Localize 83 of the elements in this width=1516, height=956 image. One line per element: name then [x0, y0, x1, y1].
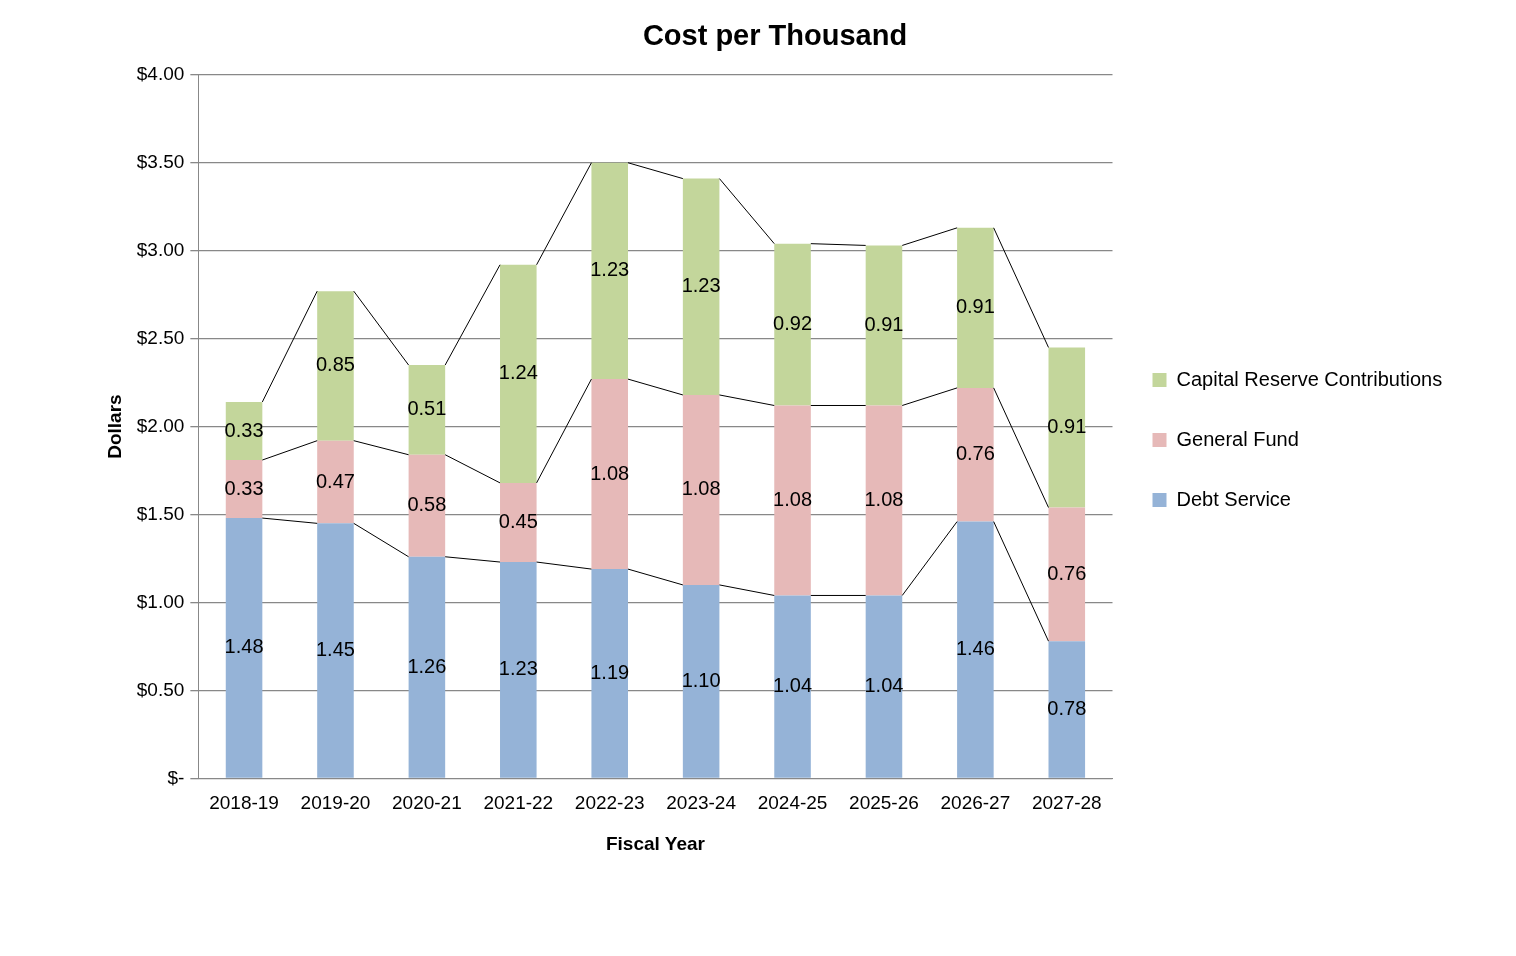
- data-label: 0.47: [316, 469, 355, 492]
- data-label: 1.08: [590, 461, 630, 484]
- data-label: 0.91: [1047, 415, 1087, 437]
- bar: [774, 595, 811, 778]
- x-axis-title: Fiscal Year: [605, 832, 706, 854]
- data-label: 1.23: [590, 258, 630, 281]
- data-label: 0.33: [224, 418, 264, 441]
- x-tick-label: 2019-20: [300, 792, 371, 814]
- bar: [682, 394, 720, 585]
- data-label: 1.23: [498, 657, 538, 680]
- data-label: 0.91: [864, 312, 904, 335]
- bar: [865, 405, 903, 596]
- legend-label: General Fund: [1176, 427, 1299, 450]
- bar: [682, 178, 720, 395]
- x-tick-label: 2022-23: [574, 792, 645, 814]
- x-tick-label: 2027-28: [1031, 792, 1102, 814]
- data-label: 1.10: [681, 668, 721, 691]
- y-tick-label: $2.00: [136, 414, 185, 436]
- bar: [591, 162, 628, 380]
- bar: [591, 569, 628, 778]
- bar: [1048, 641, 1086, 778]
- data-label: 1.04: [864, 674, 904, 697]
- bar: [682, 584, 720, 778]
- bar: [957, 521, 994, 778]
- legend-label: Capital Reserve Contributions: [1176, 367, 1443, 390]
- x-tick-label: 2025-26: [849, 792, 919, 814]
- y-tick-label: $0.50: [136, 678, 185, 700]
- bar: [591, 379, 628, 570]
- bar: [408, 556, 446, 778]
- y-tick-label: $3.00: [136, 238, 185, 260]
- data-label: 0.45: [498, 509, 538, 532]
- data-label: 1.19: [590, 660, 630, 683]
- bar: [774, 405, 811, 596]
- bar: [317, 523, 354, 778]
- bar: [1048, 507, 1086, 642]
- data-label: 0.33: [224, 476, 264, 499]
- bar: [408, 454, 446, 557]
- bar: [225, 518, 263, 778]
- data-label: 0.91: [955, 295, 995, 318]
- data-label: 1.46: [955, 637, 995, 660]
- y-axis-title: Dollars: [103, 394, 125, 459]
- y-tick-label: $1.50: [136, 502, 185, 524]
- legend-label: Debt Service: [1176, 487, 1291, 510]
- y-tick-label: $4.00: [136, 63, 185, 85]
- data-label: 1.23: [681, 274, 721, 297]
- bar: [774, 243, 811, 406]
- bar: [865, 595, 903, 778]
- x-tick-label: 2020-21: [392, 792, 462, 814]
- data-label: 0.92: [773, 312, 813, 335]
- data-label: 1.08: [864, 487, 904, 510]
- data-label: 1.48: [224, 635, 264, 658]
- data-label: 0.85: [316, 353, 355, 376]
- y-tick-label: $2.50: [136, 326, 185, 348]
- bar: [957, 227, 994, 388]
- data-label: 0.78: [1047, 696, 1087, 719]
- data-label: 0.76: [1047, 561, 1087, 584]
- chart-title: Cost per Thousand: [642, 19, 908, 52]
- data-label: 0.76: [955, 442, 995, 465]
- bar: [408, 365, 446, 455]
- y-tick-label: $3.50: [136, 150, 185, 172]
- data-label: 1.08: [773, 487, 813, 510]
- x-tick-label: 2024-25: [757, 792, 828, 814]
- data-label: 1.45: [316, 638, 355, 661]
- x-tick-label: 2023-24: [666, 792, 737, 814]
- data-label: 1.08: [681, 477, 721, 500]
- data-label: 0.58: [407, 493, 447, 516]
- bar: [1048, 347, 1086, 508]
- data-label: 1.24: [498, 361, 538, 384]
- bar: [500, 482, 537, 563]
- bar: [317, 440, 354, 524]
- data-label: 0.51: [407, 397, 447, 420]
- bar: [500, 562, 537, 778]
- x-tick-label: 2026-27: [940, 792, 1011, 814]
- y-tick-label: $1.00: [136, 590, 185, 612]
- x-tick-label: 2018-19: [209, 792, 279, 814]
- bar: [500, 264, 537, 483]
- y-tick-label: $-: [167, 766, 185, 788]
- bar: [317, 291, 354, 441]
- data-label: 1.26: [407, 654, 447, 677]
- bar: [865, 245, 903, 406]
- data-label: 1.04: [773, 674, 813, 697]
- x-tick-label: 2021-22: [483, 792, 554, 814]
- bar: [957, 387, 994, 522]
